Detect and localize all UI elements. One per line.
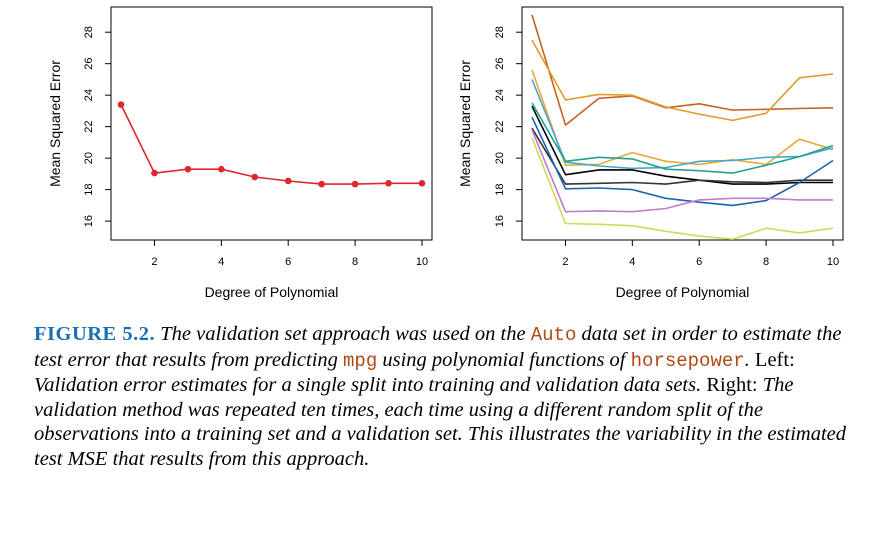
right-series-line-2 bbox=[531, 39, 834, 122]
right-x-tick-label: 4 bbox=[629, 256, 635, 268]
caption-text-1: The validation set approach was used on … bbox=[155, 323, 531, 345]
right-series-line-10 bbox=[531, 137, 834, 240]
left-x-axis-title: Degree of Polynomial bbox=[205, 284, 339, 300]
left-x-tick-label: 6 bbox=[285, 256, 291, 268]
left-x-tick-label: 8 bbox=[352, 256, 358, 268]
left-x-tick-label: 2 bbox=[151, 256, 157, 268]
left-y-tick-label: 16 bbox=[83, 215, 95, 227]
caption-label: FIGURE 5.2. bbox=[34, 323, 156, 345]
right-y-tick-label: 16 bbox=[494, 215, 506, 227]
caption-left-word: Left: bbox=[754, 348, 795, 371]
caption-right-word: Right: bbox=[706, 374, 758, 396]
left-x-tick-label: 10 bbox=[416, 256, 428, 268]
right-y-tick-label: 22 bbox=[494, 121, 506, 133]
right-x-tick-label: 8 bbox=[763, 256, 769, 268]
left-y-axis-title: Mean Squared Error bbox=[47, 60, 63, 187]
right-series-line-8 bbox=[531, 116, 834, 207]
right-series-line-4 bbox=[531, 79, 834, 170]
left-y-tick-label: 26 bbox=[83, 58, 95, 70]
left-data-point bbox=[251, 173, 259, 181]
caption-code-auto: Auto bbox=[530, 324, 577, 346]
left-data-point bbox=[218, 165, 225, 173]
left-data-point bbox=[385, 180, 392, 187]
left-y-tick-label: 18 bbox=[83, 183, 95, 195]
right-series-line-5 bbox=[531, 102, 834, 174]
left-x-tick-label: 4 bbox=[218, 256, 224, 268]
right-x-tick-label: 6 bbox=[696, 256, 702, 268]
left-y-tick-label: 24 bbox=[83, 89, 95, 101]
left-data-point bbox=[184, 165, 192, 173]
figure-caption: FIGURE 5.2. The validation set approach … bbox=[34, 322, 864, 471]
left-data-point bbox=[318, 180, 325, 188]
caption-text-5: Validation error estimates for a single … bbox=[34, 374, 707, 396]
caption-text-2: data set in order to estimate the test e… bbox=[34, 323, 842, 371]
right-plot-frame bbox=[521, 6, 844, 241]
left-data-point bbox=[151, 169, 158, 177]
right-series-line-1 bbox=[531, 14, 834, 126]
caption-text-4: . bbox=[744, 348, 755, 371]
right-x-axis-title: Degree of Polynomial bbox=[616, 284, 750, 300]
right-x-tick-label: 10 bbox=[827, 256, 839, 268]
right-y-tick-label: 20 bbox=[494, 152, 506, 164]
left-data-point bbox=[418, 180, 426, 187]
right-y-axis-title: Mean Squared Error bbox=[457, 60, 473, 187]
right-x-tick-label: 2 bbox=[562, 256, 568, 268]
caption-text-3: using polynomial functions of bbox=[377, 348, 631, 371]
right-series-line-7 bbox=[531, 127, 833, 185]
right-series-line-6 bbox=[531, 105, 833, 185]
right-y-tick-label: 26 bbox=[494, 58, 506, 70]
caption-code-horsepower: horsepower bbox=[630, 349, 745, 372]
left-y-tick-label: 20 bbox=[83, 152, 95, 164]
caption-text-6: The validation method was repeated ten t… bbox=[34, 374, 846, 470]
right-y-tick-label: 24 bbox=[494, 89, 506, 101]
caption-code-mpg: mpg bbox=[343, 349, 378, 372]
right-y-tick-label: 28 bbox=[494, 26, 506, 38]
left-series-line-1 bbox=[120, 104, 422, 185]
left-data-point bbox=[117, 101, 125, 108]
left-data-point bbox=[351, 180, 359, 188]
left-plot-frame bbox=[110, 6, 433, 241]
right-series-line-9 bbox=[531, 129, 833, 213]
left-data-point bbox=[284, 177, 292, 185]
right-y-tick-label: 18 bbox=[494, 183, 506, 195]
left-y-tick-label: 28 bbox=[83, 26, 95, 38]
right-series-line-3 bbox=[531, 69, 834, 166]
left-y-tick-label: 22 bbox=[83, 121, 95, 133]
